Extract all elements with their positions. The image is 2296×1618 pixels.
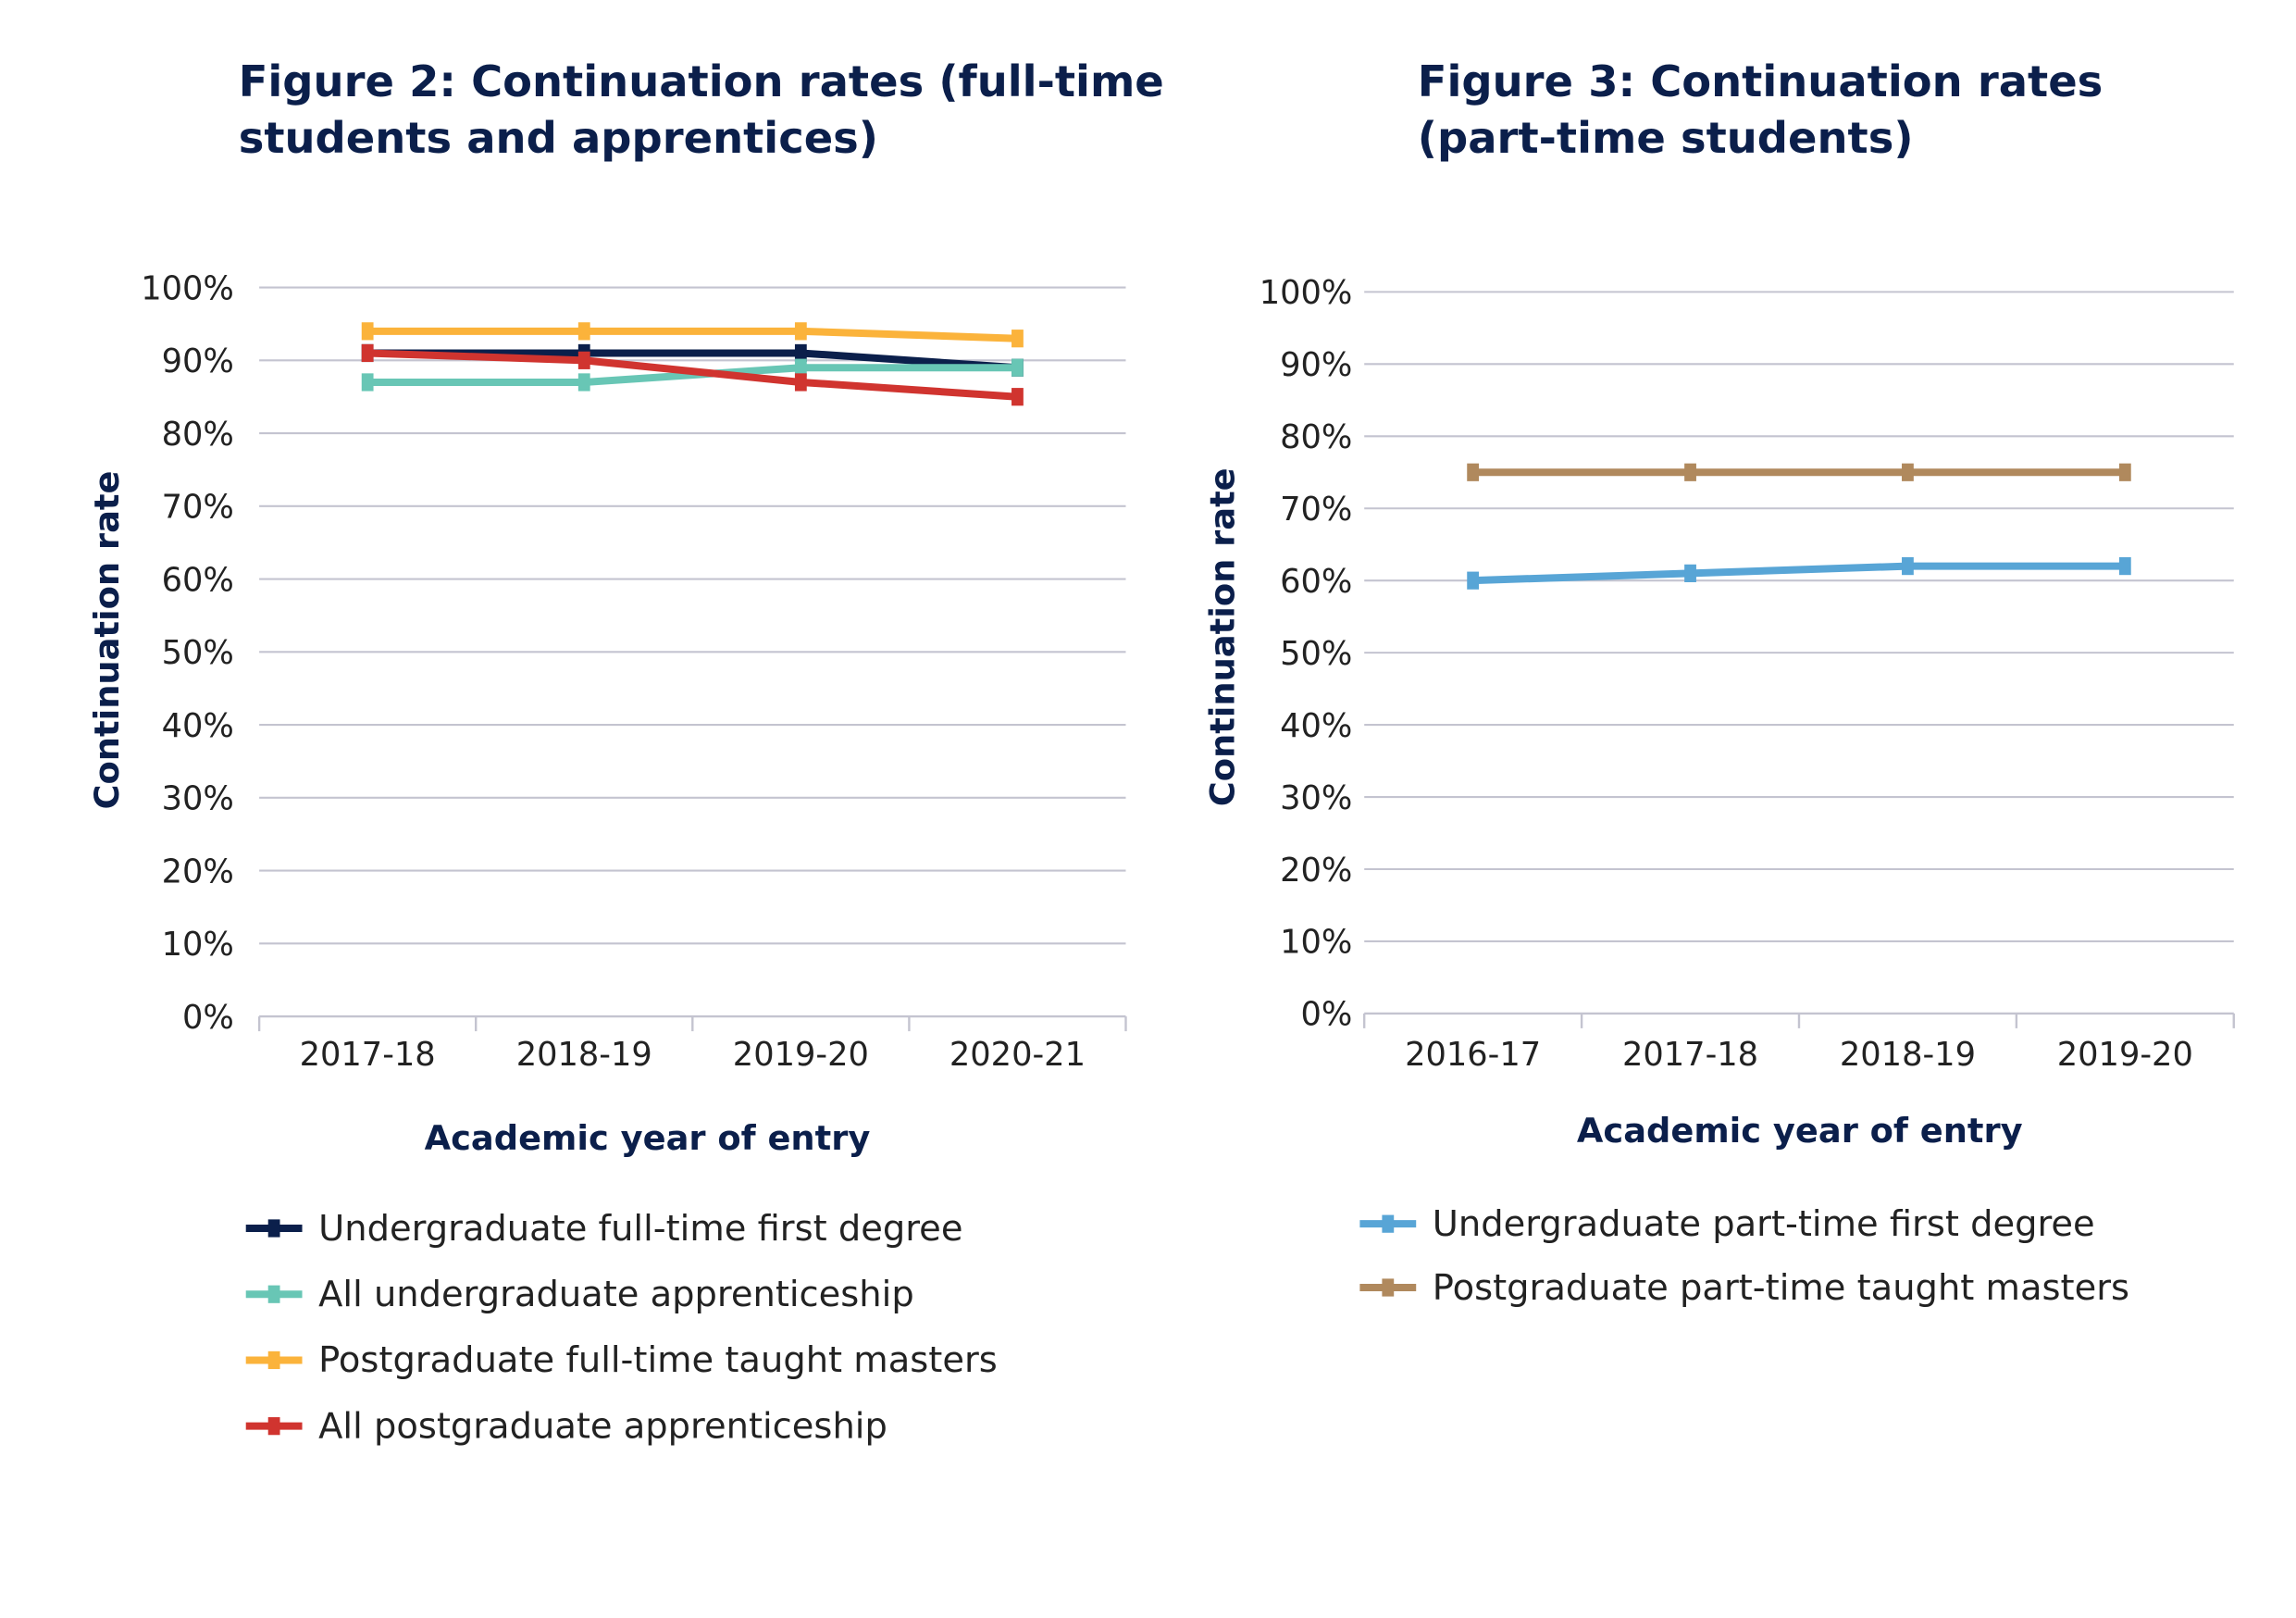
y-axis-label: Continuation rate xyxy=(87,471,127,810)
y-tick-label: 0% xyxy=(182,999,234,1037)
legend-marker xyxy=(1382,1214,1395,1233)
y-tick-label: 10% xyxy=(1280,924,1352,962)
data-point-marker xyxy=(1011,330,1024,348)
y-tick-label: 80% xyxy=(1280,418,1352,456)
legend-item: All postgraduate apprenticeship xyxy=(245,1405,887,1447)
legend-marker xyxy=(267,1219,280,1238)
y-tick-label: 30% xyxy=(1280,779,1352,817)
legend-marker xyxy=(267,1350,280,1370)
data-point-marker xyxy=(794,373,807,392)
data-point-marker xyxy=(1011,358,1024,377)
y-tick-label: 0% xyxy=(1301,996,1353,1034)
y-axis-label: Continuation rate xyxy=(1202,467,1242,806)
legend: Undergraduate part-time first degree Post… xyxy=(1359,1203,2129,1309)
legend-label: All undergraduate apprenticeship xyxy=(318,1274,914,1315)
series-line xyxy=(1472,562,2126,585)
data-point-marker xyxy=(794,358,807,377)
data-point-marker xyxy=(2118,556,2131,576)
figure-3: Figure 3: Continuation rates (part-time … xyxy=(1202,56,2235,1309)
figure-2: Figure 2: Continuation rates (full-time … xyxy=(87,56,1164,1447)
data-point-marker xyxy=(1467,571,1480,590)
y-tick-label: 60% xyxy=(1280,563,1352,601)
data-point-marker xyxy=(1684,463,1696,481)
legend-label: Undergraduate full-time first degree xyxy=(318,1208,962,1250)
y-tick-label: 20% xyxy=(1280,852,1352,890)
y-tick-label: 30% xyxy=(162,780,234,818)
data-point-marker xyxy=(361,373,374,392)
legend-item: Postgraduate full-time taught masters xyxy=(245,1339,998,1381)
x-tick-label: 2019-20 xyxy=(2057,1036,2193,1074)
data-point-marker xyxy=(1902,463,1914,481)
y-tick-label: 50% xyxy=(162,634,234,672)
data-point-marker xyxy=(361,322,374,341)
legend: Undergraduate full-time first degree All … xyxy=(245,1208,998,1447)
y-tick-label: 40% xyxy=(162,707,234,745)
legend-item: All undergraduate apprenticeship xyxy=(245,1274,914,1315)
x-tick-label: 2016-17 xyxy=(1405,1036,1541,1074)
x-tick-label: 2018-19 xyxy=(516,1036,652,1074)
y-tick-label: 60% xyxy=(162,561,234,599)
y-tick-label: 90% xyxy=(1280,346,1352,384)
data-point-marker xyxy=(1902,556,1914,576)
y-tick-label: 100% xyxy=(1260,274,1353,312)
chart-title-line-1: Figure 3: Continuation rates xyxy=(1418,56,2103,106)
x-axis-label: Academic year of entry xyxy=(1577,1111,2023,1151)
data-point-marker xyxy=(361,343,374,363)
y-tick-label: 70% xyxy=(1280,491,1352,529)
plot-area: 0% 10% 20% 30% 40% 50% 60% 70% 80% 90% 100% 2016-17… xyxy=(1260,274,2235,1074)
legend-marker xyxy=(267,1285,280,1303)
y-tick-label: 10% xyxy=(162,926,234,964)
y-tick-label: 40% xyxy=(1280,707,1352,745)
legend-label: Postgraduate part-time taught masters xyxy=(1433,1267,2129,1309)
data-point-marker xyxy=(577,373,590,392)
data-point-marker xyxy=(577,351,590,369)
x-tick-label: 2017-18 xyxy=(300,1036,436,1074)
legend-item: Undergraduate full-time first degree xyxy=(245,1208,962,1250)
x-tick-label: 2019-20 xyxy=(733,1036,869,1074)
x-tick-label: 2020-21 xyxy=(949,1036,1086,1074)
data-point-marker xyxy=(577,322,590,341)
series-line xyxy=(367,327,1018,342)
chart-title-line-2: students and apprentices) xyxy=(239,113,878,163)
data-point-marker xyxy=(2118,463,2131,481)
legend-item: Postgraduate part-time taught masters xyxy=(1359,1267,2129,1309)
x-tick-label: 2018-19 xyxy=(1840,1036,1976,1074)
series-line xyxy=(367,349,1018,401)
chart-title-line-1: Figure 2: Continuation rates (full-time xyxy=(239,56,1164,106)
x-tick-label: 2017-18 xyxy=(1622,1036,1758,1074)
legend-marker xyxy=(267,1417,280,1436)
y-tick-label: 50% xyxy=(1280,635,1352,673)
legend-item: Undergraduate part-time first degree xyxy=(1359,1203,2095,1245)
legend-label: All postgraduate apprenticeship xyxy=(318,1405,887,1447)
data-point-marker xyxy=(794,343,807,363)
data-point-marker xyxy=(1011,388,1024,406)
legend-label: Undergraduate part-time first degree xyxy=(1433,1203,2095,1245)
plot-area: 0% 10% 20% 30% 40% 50% 60% 70% 80% 90% 100% 2017-18… xyxy=(141,269,1127,1074)
chart-title-line-2: (part-time students) xyxy=(1418,113,1914,163)
x-axis-label: Academic year of entry xyxy=(425,1118,871,1158)
data-point-marker xyxy=(1684,564,1696,582)
data-point-marker xyxy=(794,322,807,341)
y-tick-label: 20% xyxy=(162,853,234,890)
data-point-marker xyxy=(1467,463,1480,481)
y-tick-label: 90% xyxy=(162,342,234,380)
y-tick-label: 80% xyxy=(162,416,234,454)
legend-marker xyxy=(1382,1278,1395,1297)
y-tick-label: 100% xyxy=(141,269,234,307)
y-tick-label: 70% xyxy=(162,489,234,527)
legend-label: Postgraduate full-time taught masters xyxy=(318,1339,998,1381)
